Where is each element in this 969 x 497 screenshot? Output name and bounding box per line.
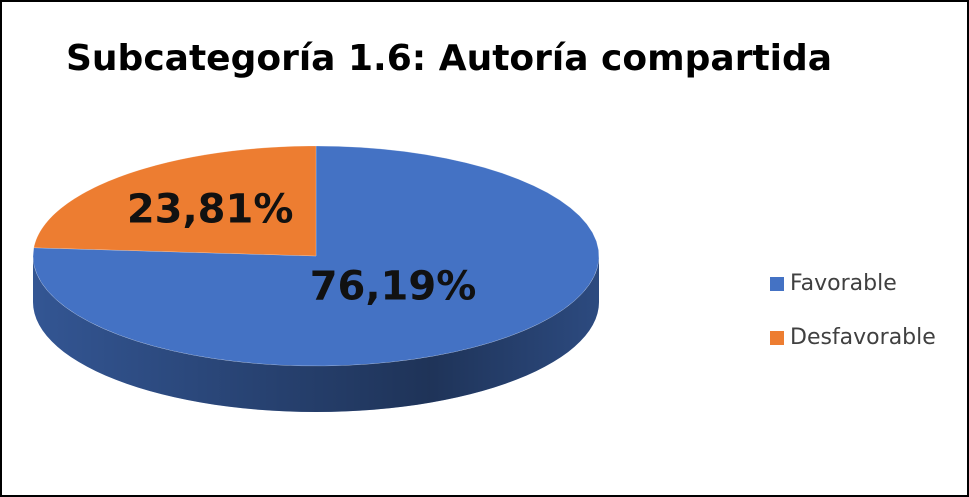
legend-label: Desfavorable [790,325,936,350]
legend-swatch [770,331,784,345]
chart-title: Subcategoría 1.6: Autoría compartida [66,38,832,79]
value-label: 76,19% [310,263,477,309]
legend: Favorable Desfavorable [770,271,936,350]
slice-side-shade [33,256,599,412]
pie: 76,19% 23,81% [32,145,600,412]
slice [33,145,317,257]
legend-swatch [770,277,784,291]
value-label: 23,81% [127,187,294,233]
legend-label: Favorable [790,271,897,296]
slice [32,145,600,367]
